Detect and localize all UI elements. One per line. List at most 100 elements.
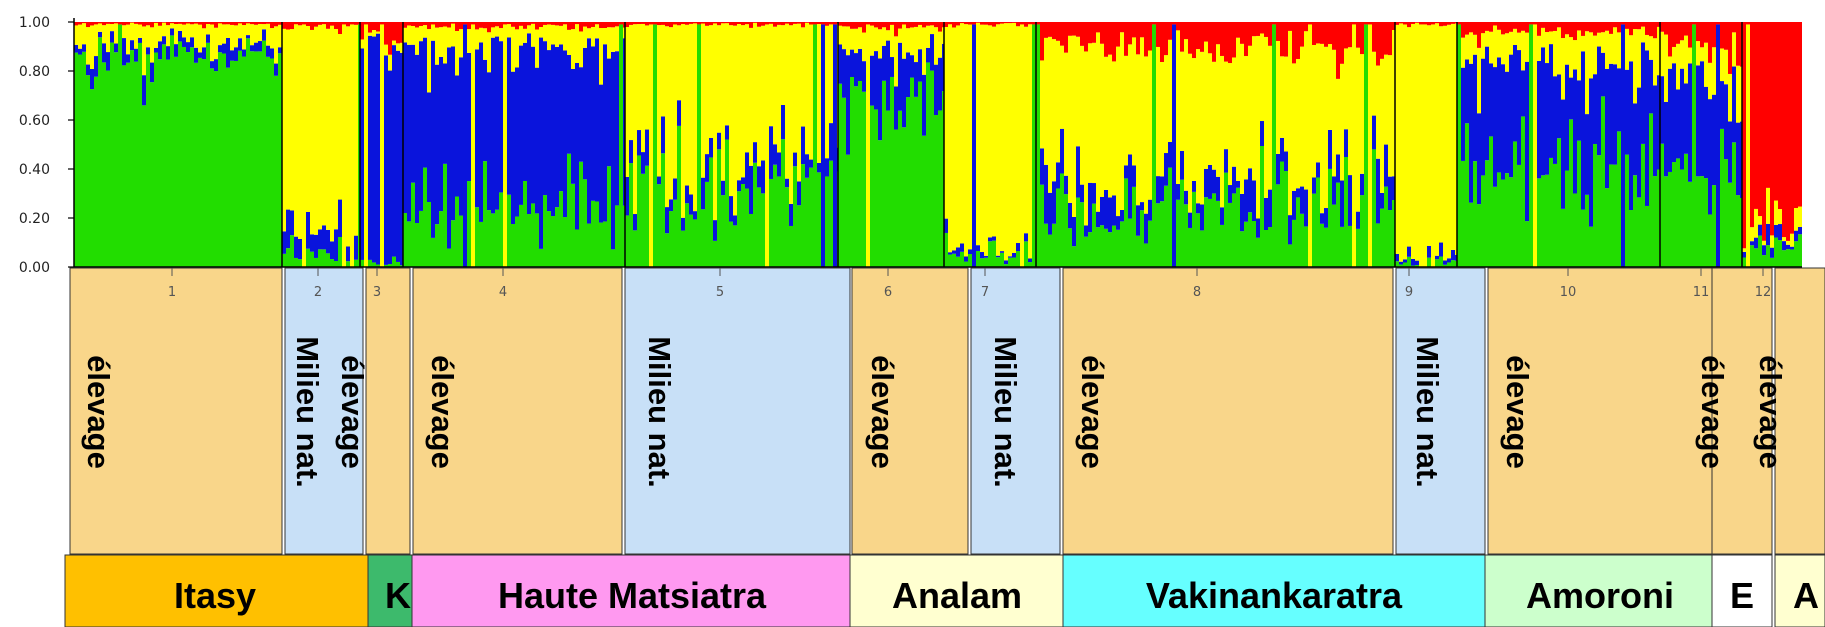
population-number: 3 <box>373 285 381 300</box>
ancestry-segment <box>669 211 673 267</box>
ancestry-segment <box>1140 202 1144 211</box>
ancestry-segment <box>364 22 368 25</box>
ancestry-segment <box>729 221 733 267</box>
ancestry-segment <box>968 254 972 267</box>
ancestry-segment <box>942 22 944 28</box>
ancestry-segment <box>360 39 364 49</box>
ancestry-segment <box>1493 22 1497 26</box>
ancestry-segment <box>266 23 270 46</box>
ancestry-segment <box>1184 22 1188 40</box>
ancestry-segment <box>1617 68 1621 132</box>
ancestry-segment <box>1096 227 1100 267</box>
ancestry-segment <box>1553 76 1557 164</box>
ancestry-segment <box>535 213 539 267</box>
ancestry-segment <box>278 47 282 54</box>
ancestry-segment <box>1224 149 1228 173</box>
ancestry-segment <box>451 22 455 24</box>
ancestry-segment <box>1696 41 1700 66</box>
ancestry-segment <box>619 22 623 25</box>
ancestry-segment <box>1798 226 1802 235</box>
ancestry-segment <box>234 22 238 26</box>
ancestry-segment <box>1064 175 1068 195</box>
ancestry-segment <box>761 160 765 194</box>
ancestry-segment <box>785 178 789 188</box>
ancestry-segment <box>527 33 531 215</box>
ancestry-segment <box>705 181 709 267</box>
ancestry-segment <box>1300 46 1304 187</box>
ancestry-segment <box>898 42 902 111</box>
ancestry-segment <box>1132 22 1136 38</box>
ancestry-segment <box>1493 67 1497 187</box>
ancestry-segment <box>603 221 607 267</box>
ancestry-segment <box>689 22 693 24</box>
ancestry-segment <box>1356 228 1360 267</box>
ancestry-segment <box>1605 68 1609 189</box>
ancestry-segment <box>1228 202 1232 267</box>
ancestry-segment <box>1320 43 1324 214</box>
ancestry-segment <box>150 22 154 28</box>
ancestry-segment <box>878 58 882 141</box>
ancestry-segment <box>1212 169 1216 194</box>
ancestry-segment <box>1248 45 1252 169</box>
ancestry-segment <box>354 22 358 25</box>
ancestry-segment <box>1597 46 1601 156</box>
ancestry-segment <box>1541 47 1545 176</box>
ancestry-segment <box>685 203 689 267</box>
ancestry-segment <box>1272 24 1276 267</box>
ancestry-segment <box>146 47 150 55</box>
ancestry-segment <box>1585 194 1589 267</box>
ancestry-segment <box>411 22 415 26</box>
ancestry-segment <box>1621 24 1625 267</box>
ancestry-segment <box>988 237 992 242</box>
ancestry-segment <box>1248 168 1252 213</box>
ancestry-segment <box>547 50 551 212</box>
ancestry-segment <box>1451 22 1455 24</box>
ancestry-segment <box>1260 22 1264 34</box>
ancestry-segment <box>910 22 914 28</box>
ancestry-segment <box>1140 37 1144 203</box>
population-11-bars <box>1660 22 1742 267</box>
ancestry-segment <box>1633 29 1637 104</box>
ancestry-segment <box>1356 22 1360 48</box>
ancestry-segment <box>599 84 603 223</box>
ancestry-segment <box>1048 36 1052 193</box>
ancestry-segment <box>306 26 310 213</box>
ancestry-segment <box>930 34 934 71</box>
ancestry-segment <box>1505 33 1509 72</box>
ancestry-segment <box>330 241 334 260</box>
ancestry-segment <box>1605 30 1609 69</box>
ancestry-segment <box>697 24 701 267</box>
ancestry-segment <box>611 27 615 52</box>
ancestry-segment <box>693 23 697 212</box>
ancestry-segment <box>519 45 523 205</box>
ancestry-segment <box>419 25 423 42</box>
ancestry-segment <box>1497 172 1501 267</box>
ancestry-segment <box>1044 223 1048 267</box>
ancestry-segment <box>1629 210 1633 267</box>
ancestry-segment <box>1116 46 1120 217</box>
ancestry-segment <box>733 215 737 226</box>
ancestry-segment <box>1132 165 1136 187</box>
ancestry-segment <box>1080 202 1084 267</box>
ancestry-segment <box>1204 22 1208 42</box>
ancestry-segment <box>407 25 411 45</box>
ancestry-segment <box>206 34 210 43</box>
ancestry-segment <box>1455 22 1457 24</box>
habitat-label: élevage <box>1075 355 1110 469</box>
ancestry-segment <box>1517 22 1521 33</box>
ancestry-segment <box>1236 187 1240 267</box>
ancestry-segment <box>777 176 781 267</box>
ancestry-segment <box>603 44 607 222</box>
ancestry-segment <box>665 207 669 234</box>
ancestry-segment <box>894 22 898 37</box>
ancestry-segment <box>1629 22 1633 36</box>
ancestry-segment <box>753 162 757 267</box>
ancestry-segment <box>737 191 741 267</box>
ancestry-segment <box>1641 26 1645 43</box>
ancestry-segment <box>1613 164 1617 267</box>
ancestry-segment <box>781 25 785 105</box>
ancestry-segment <box>1120 32 1124 210</box>
ancestry-segment <box>984 24 988 256</box>
ancestry-segment <box>948 24 952 253</box>
ancestry-segment <box>571 68 575 184</box>
